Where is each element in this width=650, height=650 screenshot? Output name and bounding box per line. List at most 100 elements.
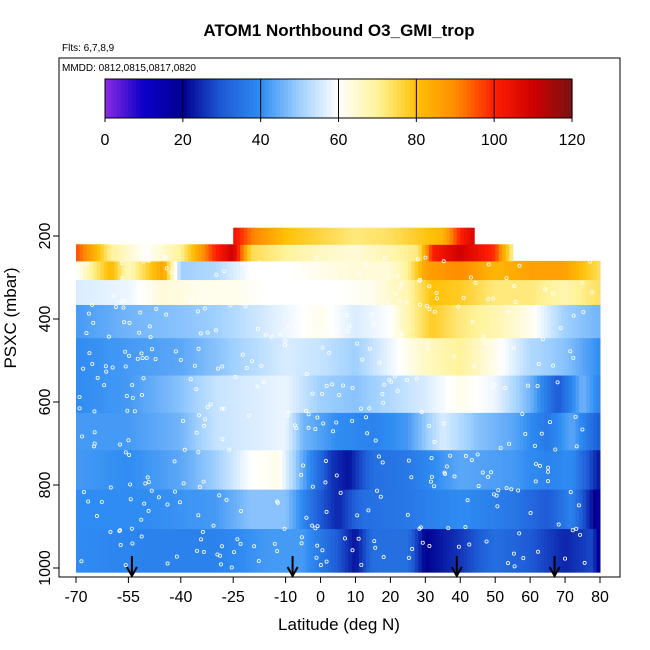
heatmap-cell [491, 449, 496, 490]
heatmap-cell [383, 528, 388, 573]
heatmap-cell [82, 528, 87, 573]
colorbar-segment [233, 79, 238, 118]
heatmap-cell [362, 375, 367, 413]
heatmap-cell [400, 279, 405, 305]
heatmap-cell [233, 412, 238, 451]
heatmap-cell [414, 412, 419, 451]
heatmap-cell [379, 304, 384, 339]
heatmap-cell [100, 528, 105, 573]
heatmap-cell [236, 227, 241, 245]
heatmap-cell [226, 528, 231, 573]
sample-point [578, 532, 583, 537]
heatmap-cell [463, 304, 468, 339]
heatmap-cell [383, 449, 388, 490]
heatmap-cell [187, 279, 192, 305]
heatmap-cell [264, 279, 269, 305]
heatmap-cell [526, 528, 531, 573]
heatmap-cell [170, 412, 175, 451]
colorbar-segment [311, 79, 316, 118]
heatmap-cell [261, 260, 266, 281]
heatmap-cell [215, 304, 220, 339]
heatmap-cell [596, 304, 601, 339]
heatmap-cell [449, 244, 454, 262]
heatmap-cell [229, 304, 234, 339]
heatmap-cell [282, 260, 287, 281]
sample-point [399, 331, 404, 336]
sample-point [328, 332, 333, 337]
heatmap-cell [222, 449, 227, 490]
heatmap-cell [331, 227, 336, 245]
colorbar-segment [256, 79, 262, 118]
heatmap-cell [341, 227, 346, 245]
heatmap-cell [446, 489, 451, 530]
heatmap-cell [100, 449, 105, 490]
heatmap-cell [208, 449, 213, 490]
heatmap-cell [421, 260, 426, 281]
heatmap-cell [191, 279, 196, 305]
sample-point [424, 342, 429, 347]
heatmap-cell [460, 412, 465, 451]
heatmap-cell [103, 337, 108, 376]
heatmap-cell [449, 489, 454, 530]
heatmap-cell [205, 375, 210, 413]
heatmap-cell [596, 489, 601, 530]
heatmap-cell [355, 244, 360, 262]
heatmap-cell [215, 279, 220, 305]
heatmap-cell [198, 304, 203, 339]
heatmap-cell [372, 337, 377, 376]
heatmap-cell [114, 528, 119, 573]
heatmap-cell [488, 489, 493, 530]
heatmap-cell [247, 260, 252, 281]
heatmap-cell [247, 489, 252, 530]
heatmap-cell [575, 304, 580, 339]
heatmap-cell [390, 304, 395, 339]
sample-point [315, 415, 320, 420]
sample-point [469, 457, 474, 462]
heatmap-cell [142, 279, 147, 305]
heatmap-cell [568, 279, 573, 305]
colorbar-segment [280, 79, 285, 118]
sample-point [77, 394, 82, 399]
sample-point [259, 363, 264, 368]
heatmap-cell [338, 449, 342, 490]
heatmap-cell [110, 260, 115, 281]
flight-marker-arrow [450, 556, 463, 579]
heatmap-cell [299, 449, 304, 490]
heatmap-cell [289, 227, 294, 245]
colorbar-segment [501, 79, 507, 118]
heatmap-cell [93, 279, 98, 305]
heatmap-cell [205, 528, 210, 573]
heatmap-cell [103, 375, 108, 413]
heatmap-cell [289, 489, 294, 530]
heatmap-cell [484, 375, 489, 413]
heatmap-cell [243, 412, 248, 451]
sample-point [304, 515, 309, 520]
x-tick-label: 20 [382, 589, 400, 606]
sample-point [375, 488, 380, 493]
heatmap-cell [502, 375, 507, 413]
heatmap-cell [393, 260, 398, 281]
heatmap-cell [435, 489, 440, 530]
heatmap-cell [324, 375, 329, 413]
sample-point [378, 494, 383, 499]
colorbar-segment [124, 79, 129, 118]
heatmap-cell [509, 337, 514, 376]
heatmap-cell [523, 412, 528, 451]
sample-point [127, 320, 132, 325]
heatmap-cell [537, 489, 542, 530]
heatmap-cell [593, 412, 598, 451]
sample-point [582, 560, 587, 565]
heatmap-cell [551, 528, 556, 573]
heatmap-cell [407, 412, 412, 451]
sample-point [306, 425, 311, 430]
sample-point [373, 438, 378, 443]
heatmap-cell [107, 337, 112, 376]
heatmap-cell [474, 304, 479, 339]
heatmap-cell [379, 412, 384, 451]
sample-point [452, 354, 457, 359]
sample-point [197, 413, 202, 418]
heatmap-cell [341, 449, 346, 490]
sample-point [317, 332, 322, 337]
sample-point [376, 454, 381, 459]
heatmap-cell [180, 449, 185, 490]
